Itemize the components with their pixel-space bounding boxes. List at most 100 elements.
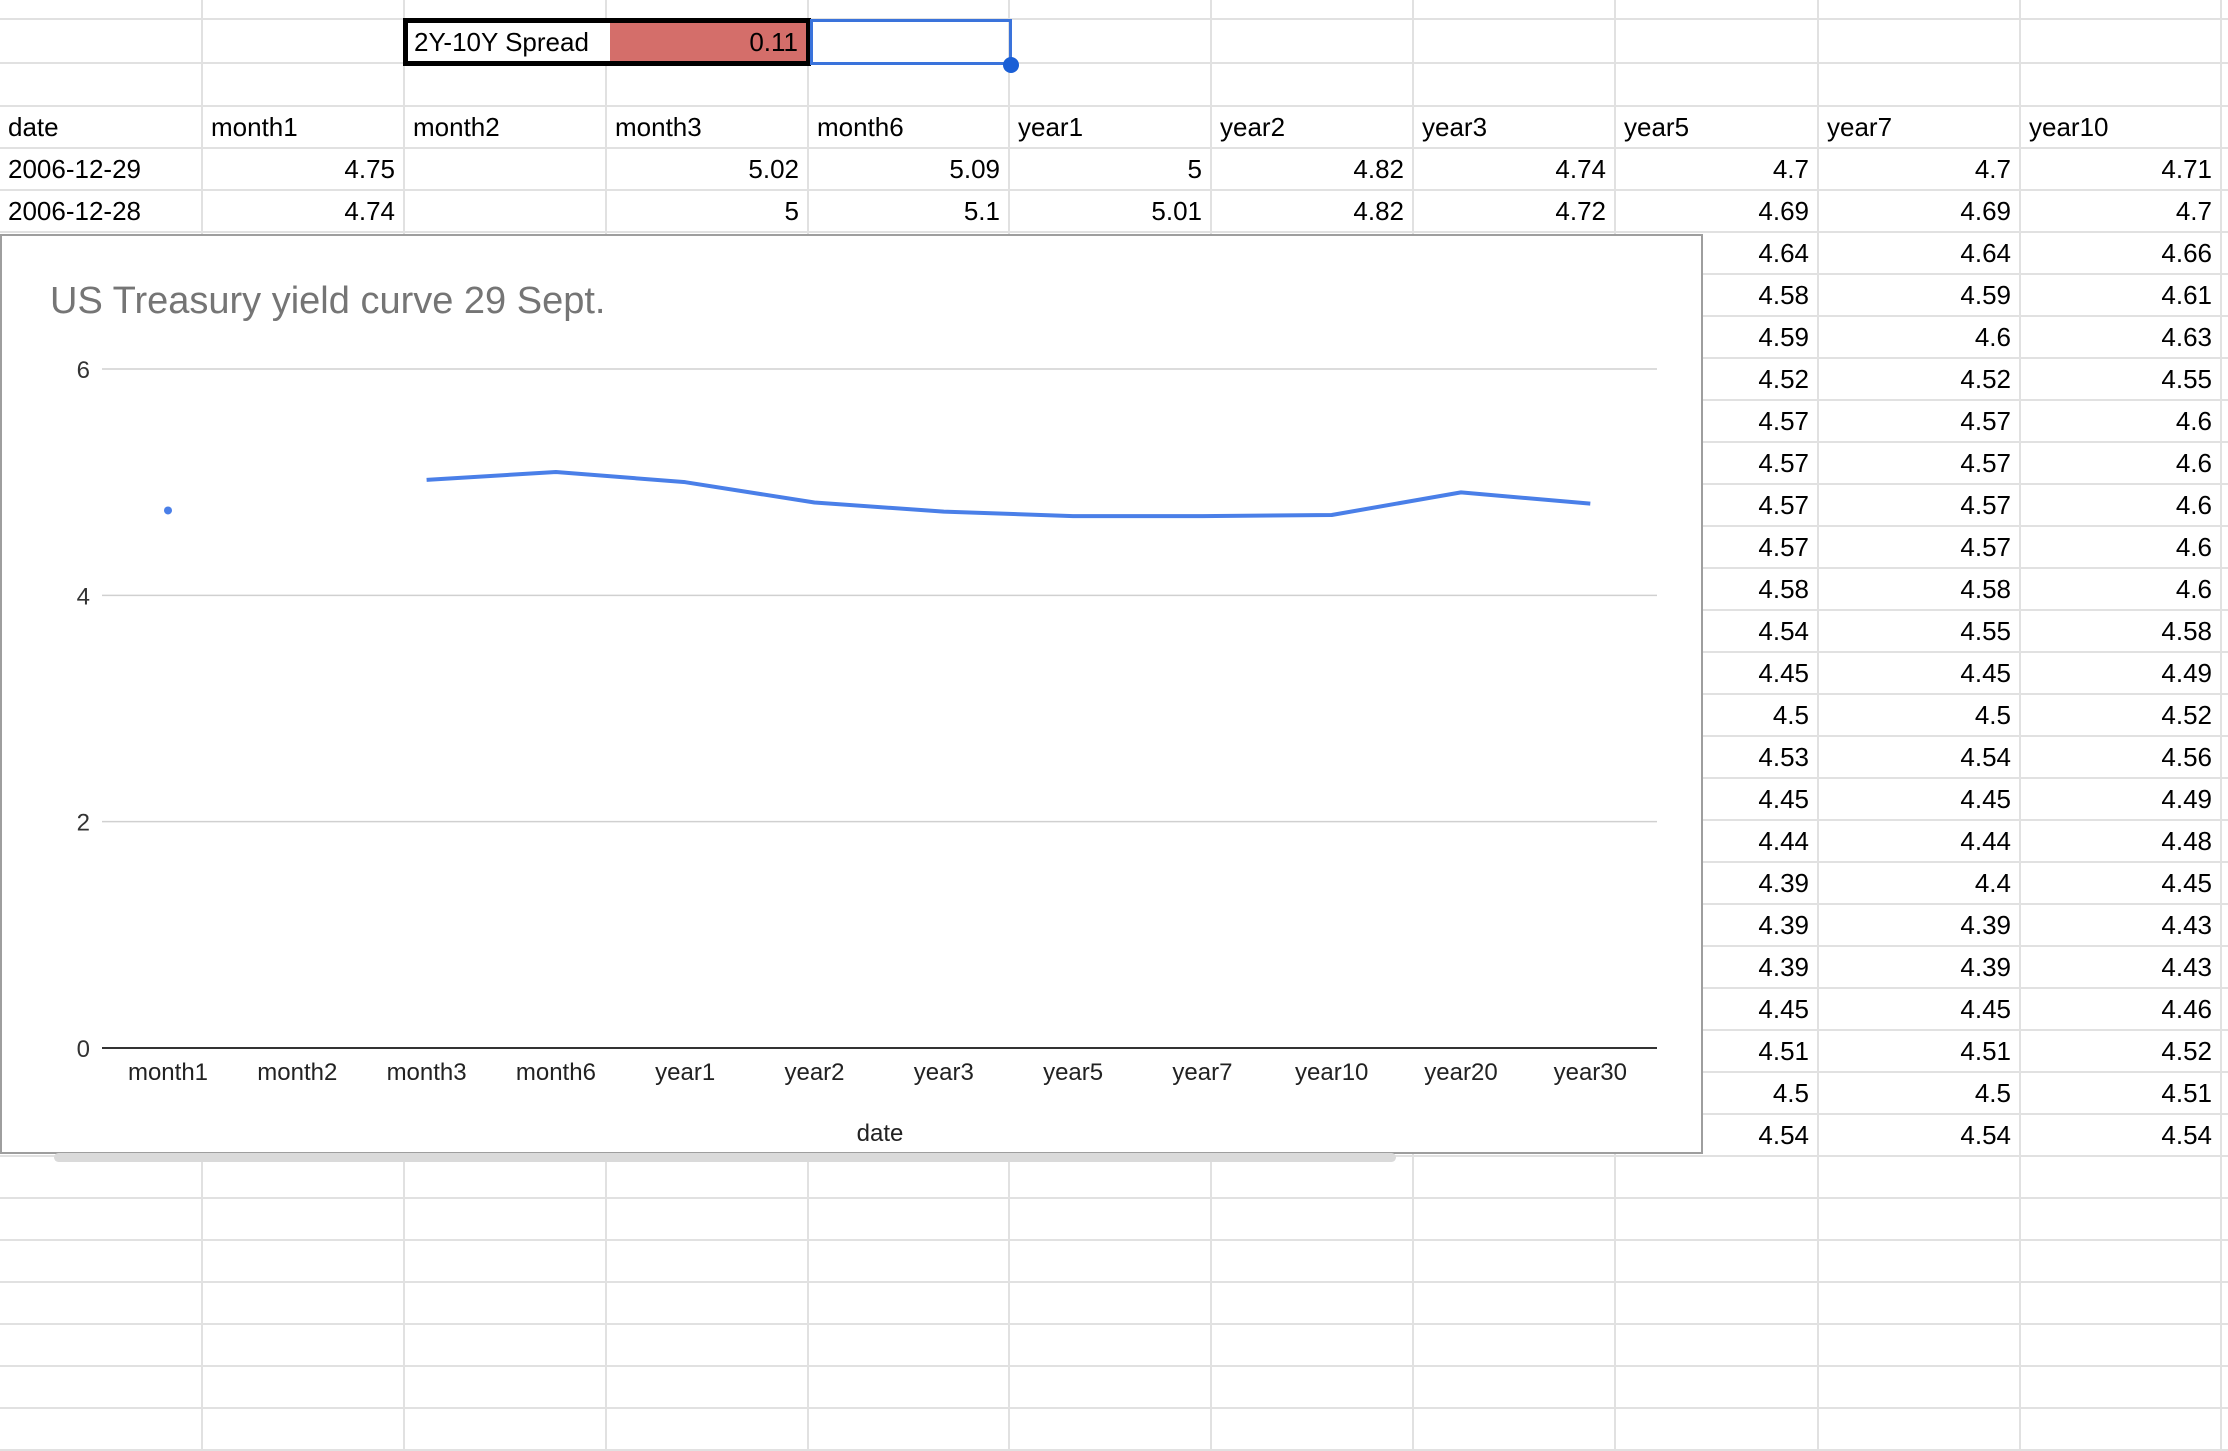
cell[interactable] — [2222, 863, 2228, 905]
value-cell[interactable]: 5.1 — [809, 191, 1010, 233]
cell[interactable] — [2222, 1367, 2228, 1409]
cell[interactable] — [203, 64, 405, 107]
cell[interactable] — [405, 1199, 607, 1241]
cell[interactable] — [405, 1283, 607, 1325]
cell[interactable] — [2222, 317, 2228, 359]
column-header-cell[interactable]: month3 — [607, 107, 809, 149]
cell[interactable] — [607, 1325, 809, 1367]
value-cell[interactable] — [405, 191, 607, 233]
cell[interactable] — [809, 1283, 1010, 1325]
column-header-cell[interactable]: year2 — [1212, 107, 1414, 149]
cell[interactable] — [1010, 1409, 1212, 1451]
cell[interactable] — [1010, 1283, 1212, 1325]
value-cell[interactable]: 4.54 — [1819, 737, 2021, 779]
cell[interactable] — [1414, 20, 1616, 64]
cell[interactable] — [405, 1409, 607, 1451]
value-cell[interactable]: 5 — [1010, 149, 1212, 191]
value-cell[interactable]: 4.55 — [2021, 359, 2222, 401]
cell[interactable] — [607, 1157, 809, 1199]
value-cell[interactable]: 4.57 — [1819, 443, 2021, 485]
value-cell[interactable]: 4.66 — [2021, 233, 2222, 275]
cell[interactable] — [405, 1157, 607, 1199]
cell[interactable] — [1414, 64, 1616, 107]
cell[interactable] — [203, 0, 405, 20]
horizontal-scrollbar[interactable] — [54, 1153, 1396, 1162]
cell[interactable] — [2222, 653, 2228, 695]
cell[interactable] — [405, 1367, 607, 1409]
value-cell[interactable]: 4.4 — [1819, 863, 2021, 905]
value-cell[interactable]: 4.7 — [2021, 191, 2222, 233]
cell[interactable] — [2021, 0, 2222, 20]
column-header-cell[interactable]: year7 — [1819, 107, 2021, 149]
value-cell[interactable]: 4.74 — [203, 191, 405, 233]
selected-cell[interactable] — [810, 19, 1012, 65]
cell[interactable] — [2222, 527, 2228, 569]
value-cell[interactable]: 4.6 — [2021, 527, 2222, 569]
value-cell[interactable]: 4.43 — [2021, 947, 2222, 989]
cell[interactable] — [2222, 359, 2228, 401]
cell[interactable] — [0, 64, 203, 107]
cell[interactable] — [809, 1199, 1010, 1241]
column-header-cell[interactable]: year1 — [1010, 107, 1212, 149]
value-cell[interactable]: 4.52 — [2021, 1031, 2222, 1073]
cell[interactable] — [809, 0, 1010, 20]
cell[interactable] — [1414, 1283, 1616, 1325]
cell[interactable] — [1010, 20, 1212, 64]
cell[interactable] — [1414, 0, 1616, 20]
cell[interactable] — [2222, 737, 2228, 779]
value-cell[interactable]: 4.82 — [1212, 149, 1414, 191]
value-cell[interactable]: 4.69 — [1616, 191, 1819, 233]
cell[interactable] — [1616, 64, 1819, 107]
cell[interactable] — [0, 0, 203, 20]
cell[interactable] — [0, 20, 203, 64]
column-header-cell[interactable]: year3 — [1414, 107, 1616, 149]
value-cell[interactable]: 4.63 — [2021, 317, 2222, 359]
cell[interactable] — [1212, 1241, 1414, 1283]
cell[interactable] — [1616, 1283, 1819, 1325]
value-cell[interactable]: 5 — [607, 191, 809, 233]
value-cell[interactable]: 4.46 — [2021, 989, 2222, 1031]
cell[interactable] — [405, 1241, 607, 1283]
value-cell[interactable]: 4.6 — [2021, 485, 2222, 527]
value-cell[interactable]: 4.64 — [1819, 233, 2021, 275]
cell[interactable] — [1414, 1367, 1616, 1409]
value-cell[interactable]: 4.57 — [1819, 485, 2021, 527]
cell[interactable] — [2021, 64, 2222, 107]
cell[interactable] — [1414, 1325, 1616, 1367]
cell[interactable] — [2222, 779, 2228, 821]
cell[interactable] — [607, 64, 809, 107]
cell[interactable] — [607, 1241, 809, 1283]
value-cell[interactable]: 4.7 — [1616, 149, 1819, 191]
cell[interactable] — [2222, 1325, 2228, 1367]
value-cell[interactable]: 4.82 — [1212, 191, 1414, 233]
cell[interactable] — [1010, 1157, 1212, 1199]
spread-value-cell[interactable]: 0.11 — [610, 23, 806, 61]
value-cell[interactable] — [405, 149, 607, 191]
cell[interactable] — [1616, 1199, 1819, 1241]
column-header-cell[interactable]: date — [0, 107, 203, 149]
cell[interactable] — [1616, 1325, 1819, 1367]
cell[interactable] — [405, 1325, 607, 1367]
cell[interactable] — [1616, 20, 1819, 64]
cell[interactable] — [2222, 191, 2228, 233]
cell[interactable] — [2222, 905, 2228, 947]
value-cell[interactable]: 4.57 — [1819, 401, 2021, 443]
value-cell[interactable]: 4.58 — [2021, 611, 2222, 653]
cell[interactable] — [1010, 1367, 1212, 1409]
cell[interactable] — [2222, 275, 2228, 317]
value-cell[interactable]: 4.48 — [2021, 821, 2222, 863]
cell[interactable] — [2222, 569, 2228, 611]
column-header-cell[interactable]: month1 — [203, 107, 405, 149]
cell[interactable] — [1414, 1157, 1616, 1199]
value-cell[interactable]: 4.74 — [1414, 149, 1616, 191]
value-cell[interactable]: 4.54 — [1819, 1115, 2021, 1157]
value-cell[interactable]: 4.45 — [1819, 989, 2021, 1031]
value-cell[interactable]: 4.49 — [2021, 653, 2222, 695]
cell[interactable] — [2222, 611, 2228, 653]
cell[interactable] — [1212, 64, 1414, 107]
cell[interactable] — [2222, 64, 2228, 107]
value-cell[interactable]: 4.6 — [2021, 401, 2222, 443]
cell[interactable] — [203, 1199, 405, 1241]
spread-label[interactable]: 2Y-10Y Spread — [408, 23, 610, 61]
cell[interactable] — [809, 1367, 1010, 1409]
